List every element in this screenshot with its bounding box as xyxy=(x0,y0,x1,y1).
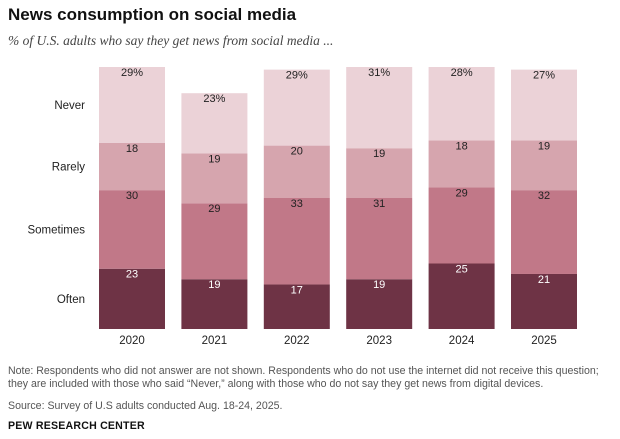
legend-label-often: Often xyxy=(57,294,85,306)
value-label-often-2021: 19 xyxy=(208,279,220,291)
x-tick-label-2022: 2022 xyxy=(284,335,310,347)
bar-often-2021 xyxy=(181,279,248,329)
bar-never-2022 xyxy=(263,69,330,146)
legend: Often Sometimes Rarely Never xyxy=(27,100,85,306)
x-tick-label-2020: 2020 xyxy=(119,335,145,347)
bar-never-2024 xyxy=(428,67,495,141)
legend-label-never: Never xyxy=(54,100,85,112)
note-line-1: Note: Respondents who did not answer are… xyxy=(8,365,599,377)
stacked-bar-chart: 23 30 18 29% 19 29 19 23% 17 33 20 29% 19 31 19 31% 25 29… xyxy=(27,67,577,347)
value-label-sometimes-2023: 31 xyxy=(373,198,385,210)
value-label-rarely-2024: 18 xyxy=(455,140,467,152)
chart-note: Note: Respondents who did not answer are… xyxy=(8,365,614,391)
value-label-never-2021: 23% xyxy=(203,93,225,105)
bar-often-2023 xyxy=(346,279,413,329)
value-label-often-2022: 17 xyxy=(291,284,303,296)
bar-often-2025 xyxy=(511,273,577,329)
value-label-sometimes-2021: 29 xyxy=(208,203,220,215)
bar-rarely-2023 xyxy=(346,148,413,198)
brand-logo-text: PEW RESEARCH CENTER xyxy=(8,420,145,432)
value-label-often-2020: 23 xyxy=(126,269,138,281)
value-label-sometimes-2022: 33 xyxy=(291,198,303,210)
value-label-rarely-2020: 18 xyxy=(126,143,138,155)
bar-never-2023 xyxy=(346,67,413,149)
value-label-rarely-2025: 19 xyxy=(538,140,550,152)
value-label-often-2025: 21 xyxy=(538,274,550,286)
legend-label-rarely: Rarely xyxy=(52,162,85,174)
bar-often-2022 xyxy=(263,284,330,329)
value-label-rarely-2022: 20 xyxy=(291,146,303,158)
value-label-sometimes-2025: 32 xyxy=(538,190,550,202)
value-label-often-2023: 19 xyxy=(373,279,385,291)
bar-sometimes-2020 xyxy=(99,190,165,269)
note-line-2: they are included with those who said “N… xyxy=(8,378,544,390)
value-label-never-2023: 31% xyxy=(368,67,390,79)
bar-sometimes-2021 xyxy=(181,203,248,280)
bar-sometimes-2022 xyxy=(263,198,330,285)
bar-often-2020 xyxy=(99,268,165,329)
bar-sometimes-2025 xyxy=(511,190,577,274)
value-label-never-2022: 29% xyxy=(286,70,308,82)
bar-never-2020 xyxy=(99,67,165,143)
x-axis: 2020 2021 2022 2023 2024 2025 xyxy=(119,335,557,347)
bar-rarely-2021 xyxy=(181,153,248,204)
bar-sometimes-2023 xyxy=(346,198,413,280)
x-tick-label-2025: 2025 xyxy=(531,335,557,347)
bar-sometimes-2024 xyxy=(428,187,495,264)
bar-never-2021 xyxy=(181,93,248,154)
value-label-never-2020: 29% xyxy=(121,67,143,79)
chart-source: Source: Survey of U.S adults conducted A… xyxy=(8,400,283,412)
value-label-never-2025: 27% xyxy=(533,70,555,82)
legend-label-sometimes: Sometimes xyxy=(27,224,85,236)
value-label-rarely-2023: 19 xyxy=(373,148,385,160)
value-labels-layer: 23 30 18 29% 19 29 19 23% 17 33 20 29% 19 31 19 31% 25 29… xyxy=(121,67,555,296)
bar-rarely-2022 xyxy=(263,145,330,198)
x-tick-label-2024: 2024 xyxy=(449,335,475,347)
bars-layer xyxy=(99,67,577,329)
chart-subtitle: % of U.S. adults who say they get news f… xyxy=(8,33,334,48)
bar-rarely-2025 xyxy=(511,140,577,191)
x-tick-label-2021: 2021 xyxy=(202,335,228,347)
value-label-never-2024: 28% xyxy=(451,67,473,79)
bar-often-2024 xyxy=(428,263,495,329)
bar-never-2025 xyxy=(511,69,577,141)
value-label-sometimes-2024: 29 xyxy=(455,188,467,200)
value-label-often-2024: 25 xyxy=(455,264,467,276)
bar-rarely-2020 xyxy=(99,142,165,191)
value-label-sometimes-2020: 30 xyxy=(126,190,138,202)
value-label-rarely-2021: 19 xyxy=(208,153,220,165)
chart-title: News consumption on social media xyxy=(8,5,297,24)
x-tick-label-2023: 2023 xyxy=(366,335,392,347)
bar-rarely-2024 xyxy=(428,140,495,188)
